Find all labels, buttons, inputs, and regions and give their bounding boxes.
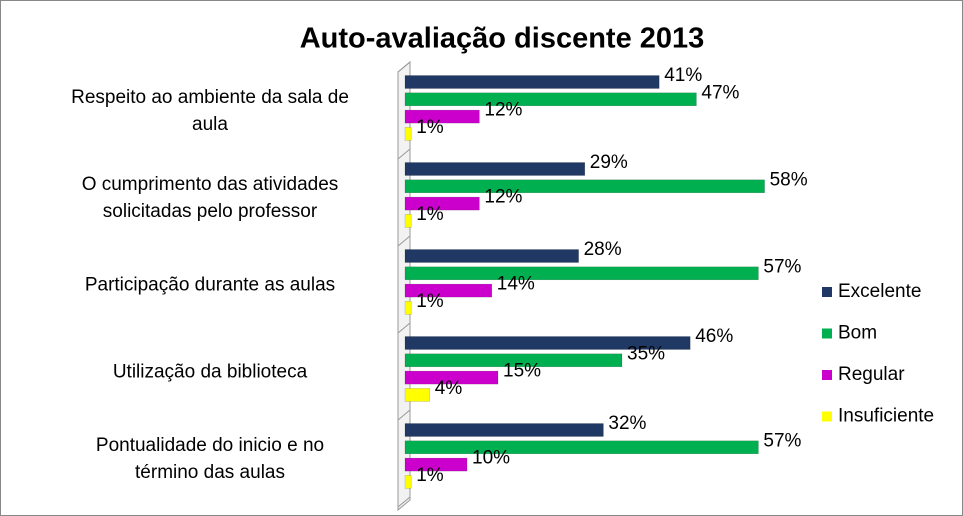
data-label: 12% <box>484 100 522 121</box>
bar <box>404 214 412 228</box>
data-label: 57% <box>763 256 801 277</box>
bar <box>404 92 697 107</box>
category-divider <box>397 322 411 334</box>
category-label: Utilização da biblioteca <box>112 361 308 382</box>
data-label: 29% <box>590 152 628 173</box>
data-label: 4% <box>435 378 463 399</box>
legend-label: Regular <box>838 364 905 385</box>
bar <box>404 388 431 402</box>
bar <box>404 423 604 437</box>
legend-swatch <box>822 411 832 422</box>
category-divider <box>397 409 411 421</box>
bar <box>404 370 499 385</box>
category-label: Pontualidade do inicio e no término das … <box>95 434 325 483</box>
bar <box>404 336 691 350</box>
bar <box>404 457 468 472</box>
bar <box>404 109 480 124</box>
bar <box>404 179 765 194</box>
bar <box>404 440 759 455</box>
category-divider <box>397 235 411 247</box>
data-label: 10% <box>472 448 510 469</box>
bar <box>404 283 493 298</box>
bar <box>404 301 412 315</box>
legend-label: Bom <box>838 323 877 344</box>
data-label: 15% <box>503 361 541 382</box>
bar <box>404 249 579 263</box>
legend-swatch <box>822 370 832 380</box>
data-label: 1% <box>416 465 444 486</box>
data-label: 41% <box>664 65 702 86</box>
legend-swatch <box>822 287 832 297</box>
category-divider <box>397 496 411 508</box>
data-label: 1% <box>416 204 444 225</box>
data-label: 1% <box>416 291 444 312</box>
data-label: 35% <box>627 343 665 364</box>
legend-label: Insuficiente <box>838 406 934 427</box>
data-label: 47% <box>701 82 739 103</box>
bar <box>404 75 660 89</box>
data-label: 12% <box>484 187 522 208</box>
legend-swatch <box>822 328 832 339</box>
data-label: 46% <box>695 326 733 347</box>
category-label: O cumprimento das atividades solicitadas… <box>81 173 339 222</box>
category-divider <box>397 148 411 160</box>
chart-title: Auto-avaliação discente 2013 <box>300 23 705 55</box>
bar <box>404 162 586 176</box>
data-label: 32% <box>608 413 646 434</box>
category-label: Participação durante as aulas <box>84 274 336 295</box>
data-label: 57% <box>763 430 801 451</box>
bar <box>404 196 480 211</box>
data-label: 14% <box>497 274 535 295</box>
data-label: 58% <box>770 169 808 190</box>
bar <box>404 266 759 281</box>
category-divider <box>397 61 411 73</box>
bar <box>404 127 412 141</box>
data-label: 1% <box>416 117 444 138</box>
bar <box>404 475 412 489</box>
legend-label: Excelente <box>838 281 921 302</box>
data-label: 28% <box>584 239 622 260</box>
bar <box>404 353 623 368</box>
category-label: Respeito ao ambiente da sala de aula <box>71 86 349 135</box>
